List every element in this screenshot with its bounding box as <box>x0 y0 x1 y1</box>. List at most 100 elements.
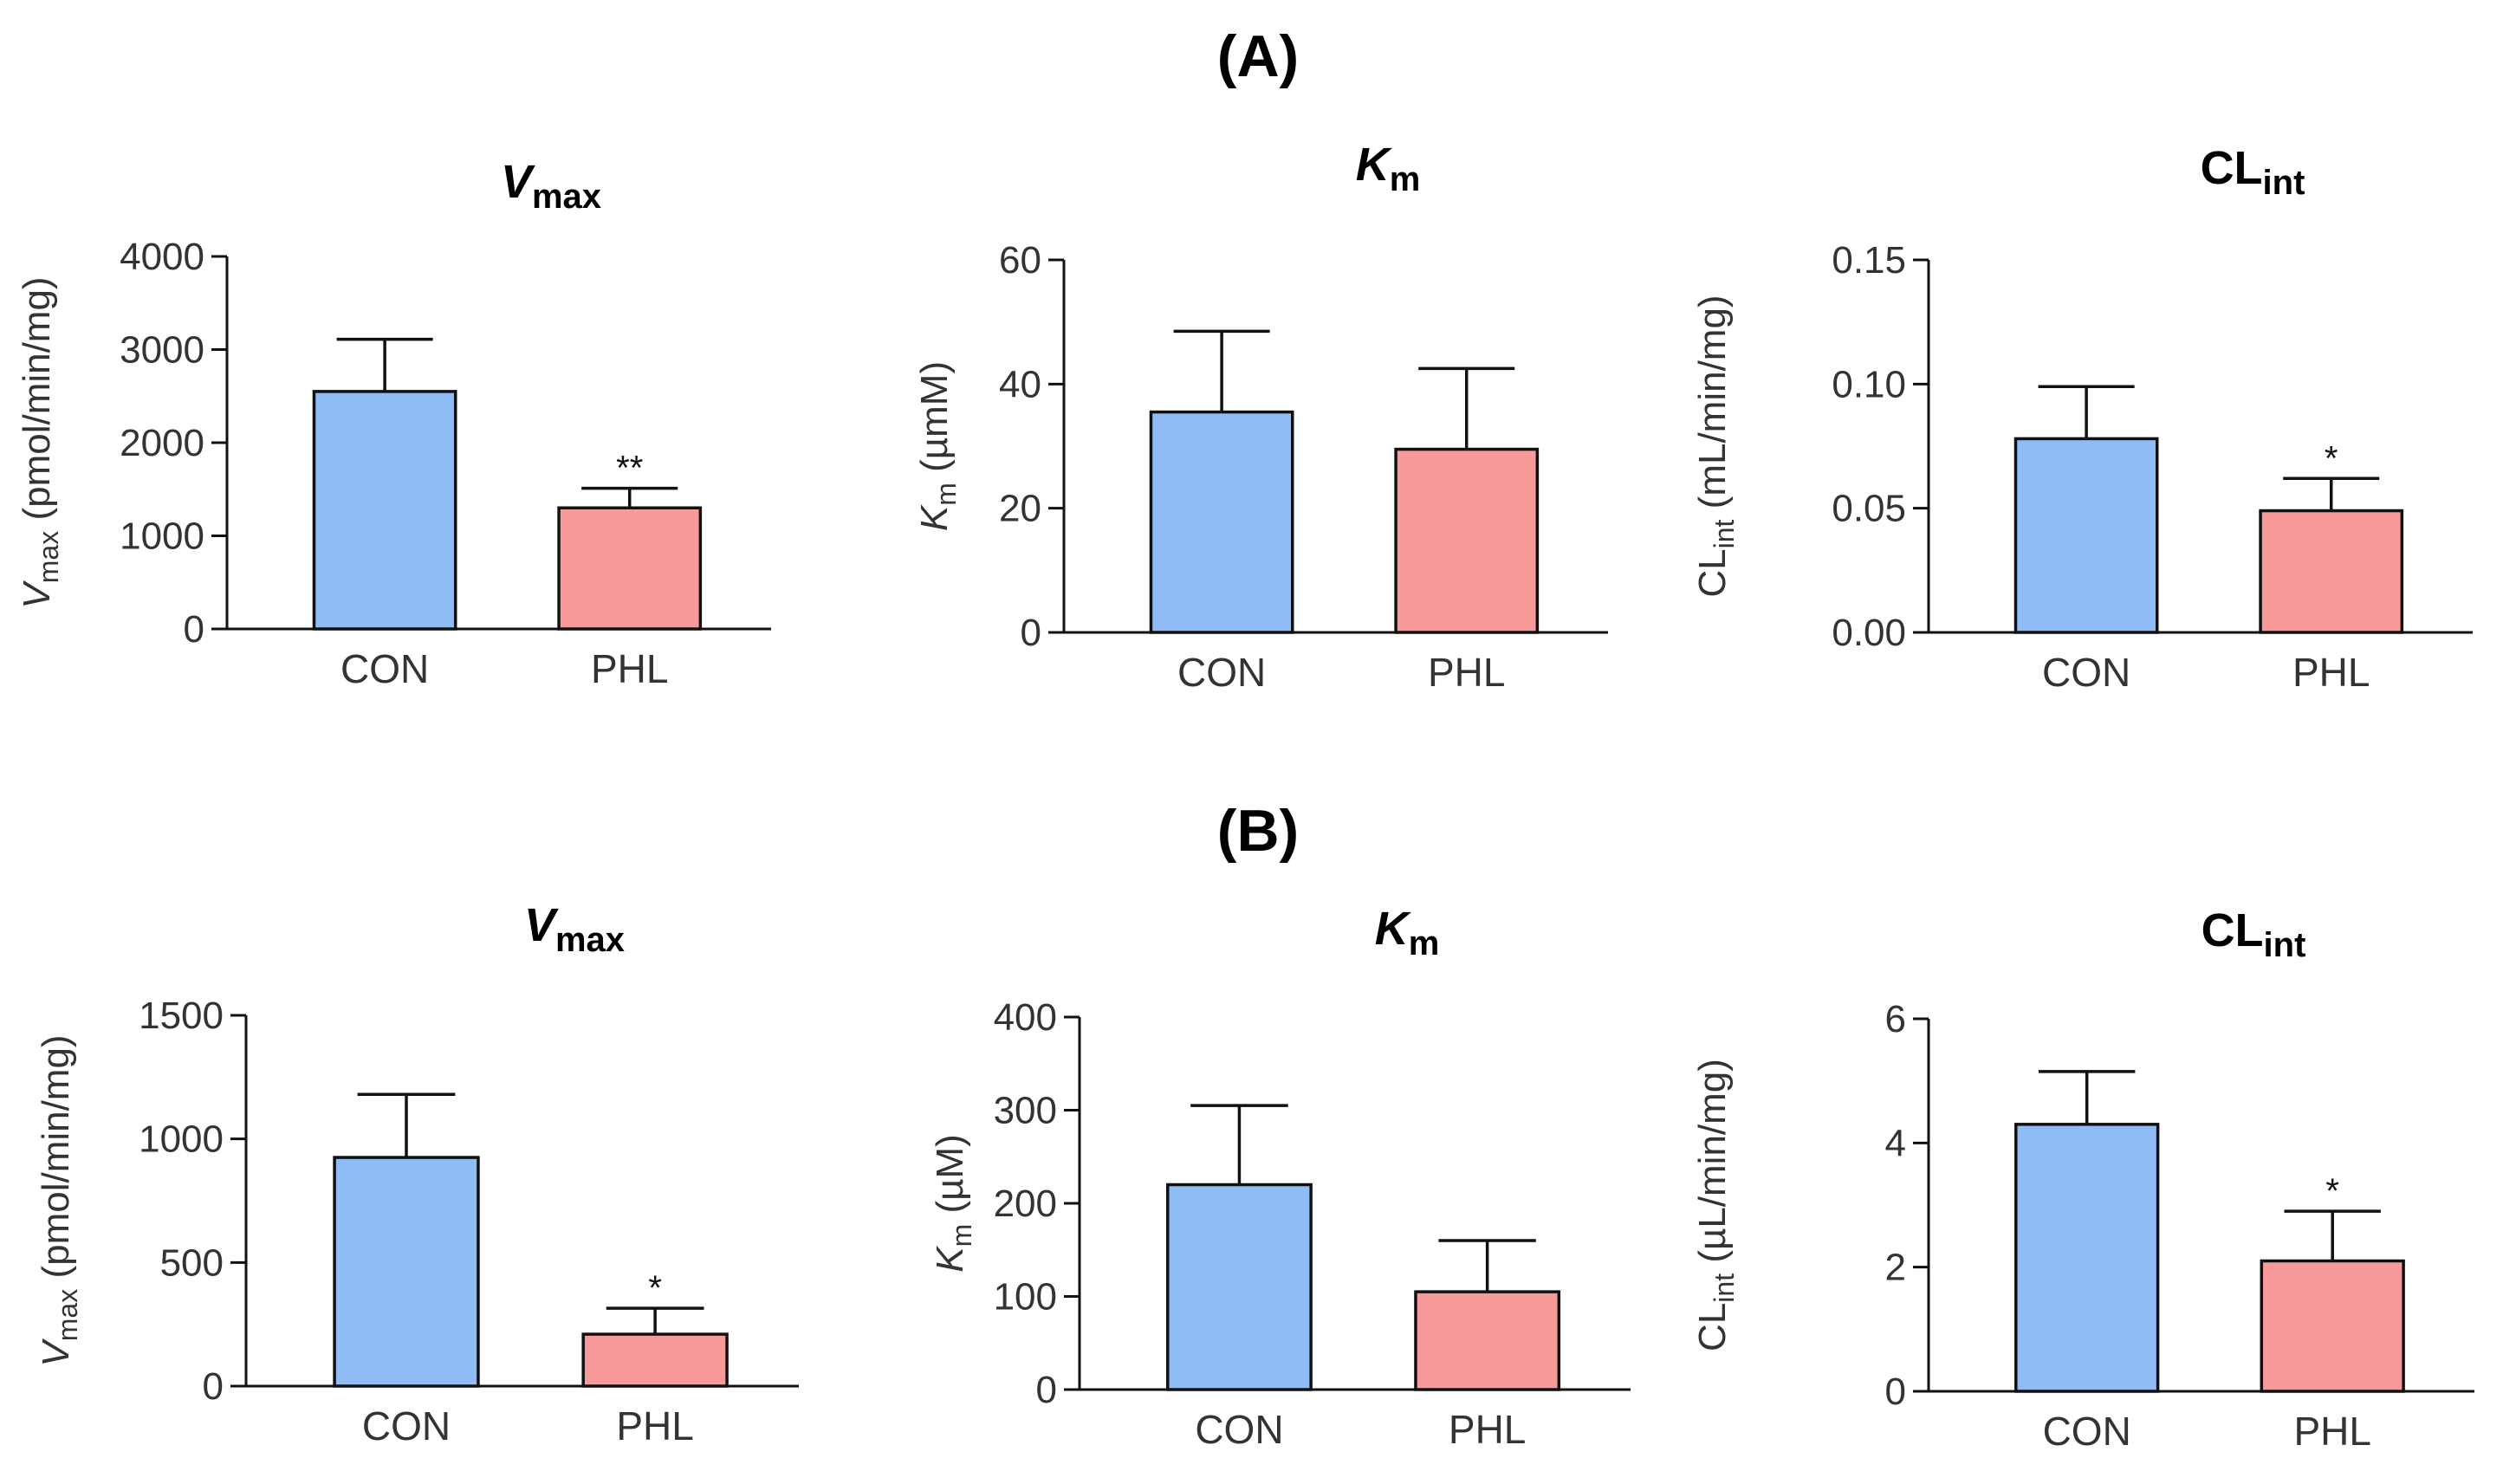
chart-title-main: V <box>524 899 559 951</box>
chart-title: Vmax <box>524 899 625 959</box>
y-tick-label: 1000 <box>139 1118 224 1161</box>
category-label-phl: PHL <box>616 1403 693 1448</box>
bar-con <box>2014 1123 2160 1393</box>
error-bar-con <box>2038 385 2135 439</box>
error-bar-phl <box>2284 1209 2381 1261</box>
y-tick-label: 100 <box>994 1276 1057 1319</box>
y-tick-label: 0.10 <box>1832 363 1906 405</box>
y-axis-label: Km (µmM) <box>913 361 962 531</box>
bar-phl <box>2259 509 2404 634</box>
error-bar-con <box>357 1092 456 1158</box>
bar-con <box>333 1156 480 1388</box>
y-axis-label: Vmax (pmol/min/mg) <box>35 1034 83 1366</box>
y-tick-label: 500 <box>160 1241 224 1284</box>
chart-title: CLint <box>2202 904 2306 964</box>
y-axis-label-main: CL <box>1691 1303 1734 1351</box>
y-axis-label-rest: (µmM) <box>913 361 956 483</box>
y-tick-label: 300 <box>994 1090 1057 1132</box>
chart-a-1: Vmax 0 1000 2000 3000 4000 Vmax (pmol/min/mg) C… <box>16 156 771 691</box>
y-tick-label: 4 <box>1885 1122 1906 1164</box>
panel-label-b: (B) <box>1217 798 1299 864</box>
category-label-con: CON <box>1177 650 1266 695</box>
error-bar-phl <box>581 486 678 509</box>
error-bar-con <box>1173 329 1270 412</box>
y-axis-label: CLint (mL/min/mg) <box>1691 295 1740 597</box>
chart-title: Km <box>1356 139 1421 198</box>
chart-title-main: CL <box>2202 904 2264 956</box>
y-tick-label: 0.05 <box>1832 488 1906 530</box>
chart-title-main: K <box>1356 139 1393 191</box>
y-axis-label-main: K <box>913 504 956 531</box>
error-bar-con <box>2039 1070 2136 1124</box>
category-label-phl: PHL <box>1449 1407 1526 1452</box>
bar-phl <box>2260 1259 2405 1393</box>
category-label-con: CON <box>2043 1409 2131 1454</box>
y-tick-label: 400 <box>994 996 1057 1039</box>
category-label-con: CON <box>340 646 429 691</box>
y-tick-label: 4000 <box>120 236 204 278</box>
chart-title: CLint <box>2201 142 2305 202</box>
chart-b-1: Vmax 0 500 1000 1500 Vmax (pmol/min/mg) CON PHL… <box>35 899 799 1448</box>
y-tick-label: 0 <box>1021 612 1041 654</box>
chart-title-sub: m <box>1390 160 1421 198</box>
bar-con <box>1166 1183 1313 1391</box>
category-label-con: CON <box>2042 650 2130 695</box>
bar-con <box>1149 410 1294 634</box>
chart-title-sub: int <box>2263 164 2305 202</box>
axis-lines <box>244 1015 799 1388</box>
y-tick-label: 3000 <box>120 329 204 372</box>
error-bar-con <box>1190 1104 1288 1185</box>
y-axis-label-main: V <box>16 580 58 609</box>
y-axis-label: Km (µM) <box>929 1134 977 1273</box>
category-label-phl: PHL <box>1428 650 1505 695</box>
y-axis-label: CLint (µL/min/mg) <box>1691 1059 1740 1351</box>
error-bar-phl <box>1418 366 1515 450</box>
y-tick-label: 0.00 <box>1832 612 1906 654</box>
error-bar-phl <box>2283 476 2380 511</box>
y-axis-label-rest: (mL/min/mg) <box>1691 295 1734 519</box>
y-axis-label-main: CL <box>1691 548 1734 597</box>
y-tick-label: 0 <box>203 1365 224 1408</box>
y-tick-label: 6 <box>1885 998 1906 1040</box>
bar-phl <box>581 1332 729 1388</box>
panel-label-a: (A) <box>1217 23 1299 89</box>
chart-title: Km <box>1375 903 1440 962</box>
error-bar-con <box>336 337 433 392</box>
y-tick-label: 0 <box>1036 1369 1057 1411</box>
y-axis-label-sub: max <box>52 1289 83 1341</box>
chart-title-main: K <box>1375 903 1412 955</box>
bar-phl <box>557 506 703 631</box>
chart-title-sub: m <box>1409 924 1440 962</box>
y-axis-label-sub: m <box>931 483 962 506</box>
y-axis-label-rest: (µM) <box>929 1134 971 1224</box>
y-axis-label-main: K <box>929 1246 971 1273</box>
y-tick-label: 2000 <box>120 422 204 464</box>
chart-title-sub: max <box>532 178 601 216</box>
error-bar-phl <box>1438 1239 1536 1293</box>
significance-mark: ** <box>616 450 643 488</box>
chart-a-2: Km 0 20 40 60 Km (µmM) CON PHL <box>913 139 1608 695</box>
chart-title-sub: int <box>2264 926 2306 964</box>
error-bar-phl <box>606 1306 704 1335</box>
y-tick-label: 20 <box>999 488 1041 530</box>
y-tick-label: 2 <box>1885 1247 1906 1289</box>
bar-con <box>2013 437 2159 634</box>
chart-b-2: Km 0 100 200 300 400 Km (µM) CON PHL <box>929 903 1631 1452</box>
y-axis-label-rest: (pmol/min/mg) <box>35 1034 77 1288</box>
bar-con <box>312 390 457 631</box>
y-tick-label: 0 <box>1885 1371 1906 1413</box>
y-tick-label: 60 <box>999 239 1041 282</box>
y-tick-label: 0 <box>184 608 204 651</box>
y-tick-label: 1500 <box>139 995 224 1037</box>
category-label-phl: PHL <box>2292 650 2370 695</box>
y-axis-label-main: V <box>35 1338 77 1367</box>
y-axis-label: Vmax (pmol/min/mg) <box>16 276 64 608</box>
significance-mark: * <box>2325 439 2338 477</box>
significance-mark: * <box>2325 1172 2339 1210</box>
y-axis-label-rest: (µL/min/mg) <box>1691 1059 1734 1273</box>
bar-phl <box>1394 447 1540 634</box>
chart-title-main: CL <box>2201 142 2263 194</box>
